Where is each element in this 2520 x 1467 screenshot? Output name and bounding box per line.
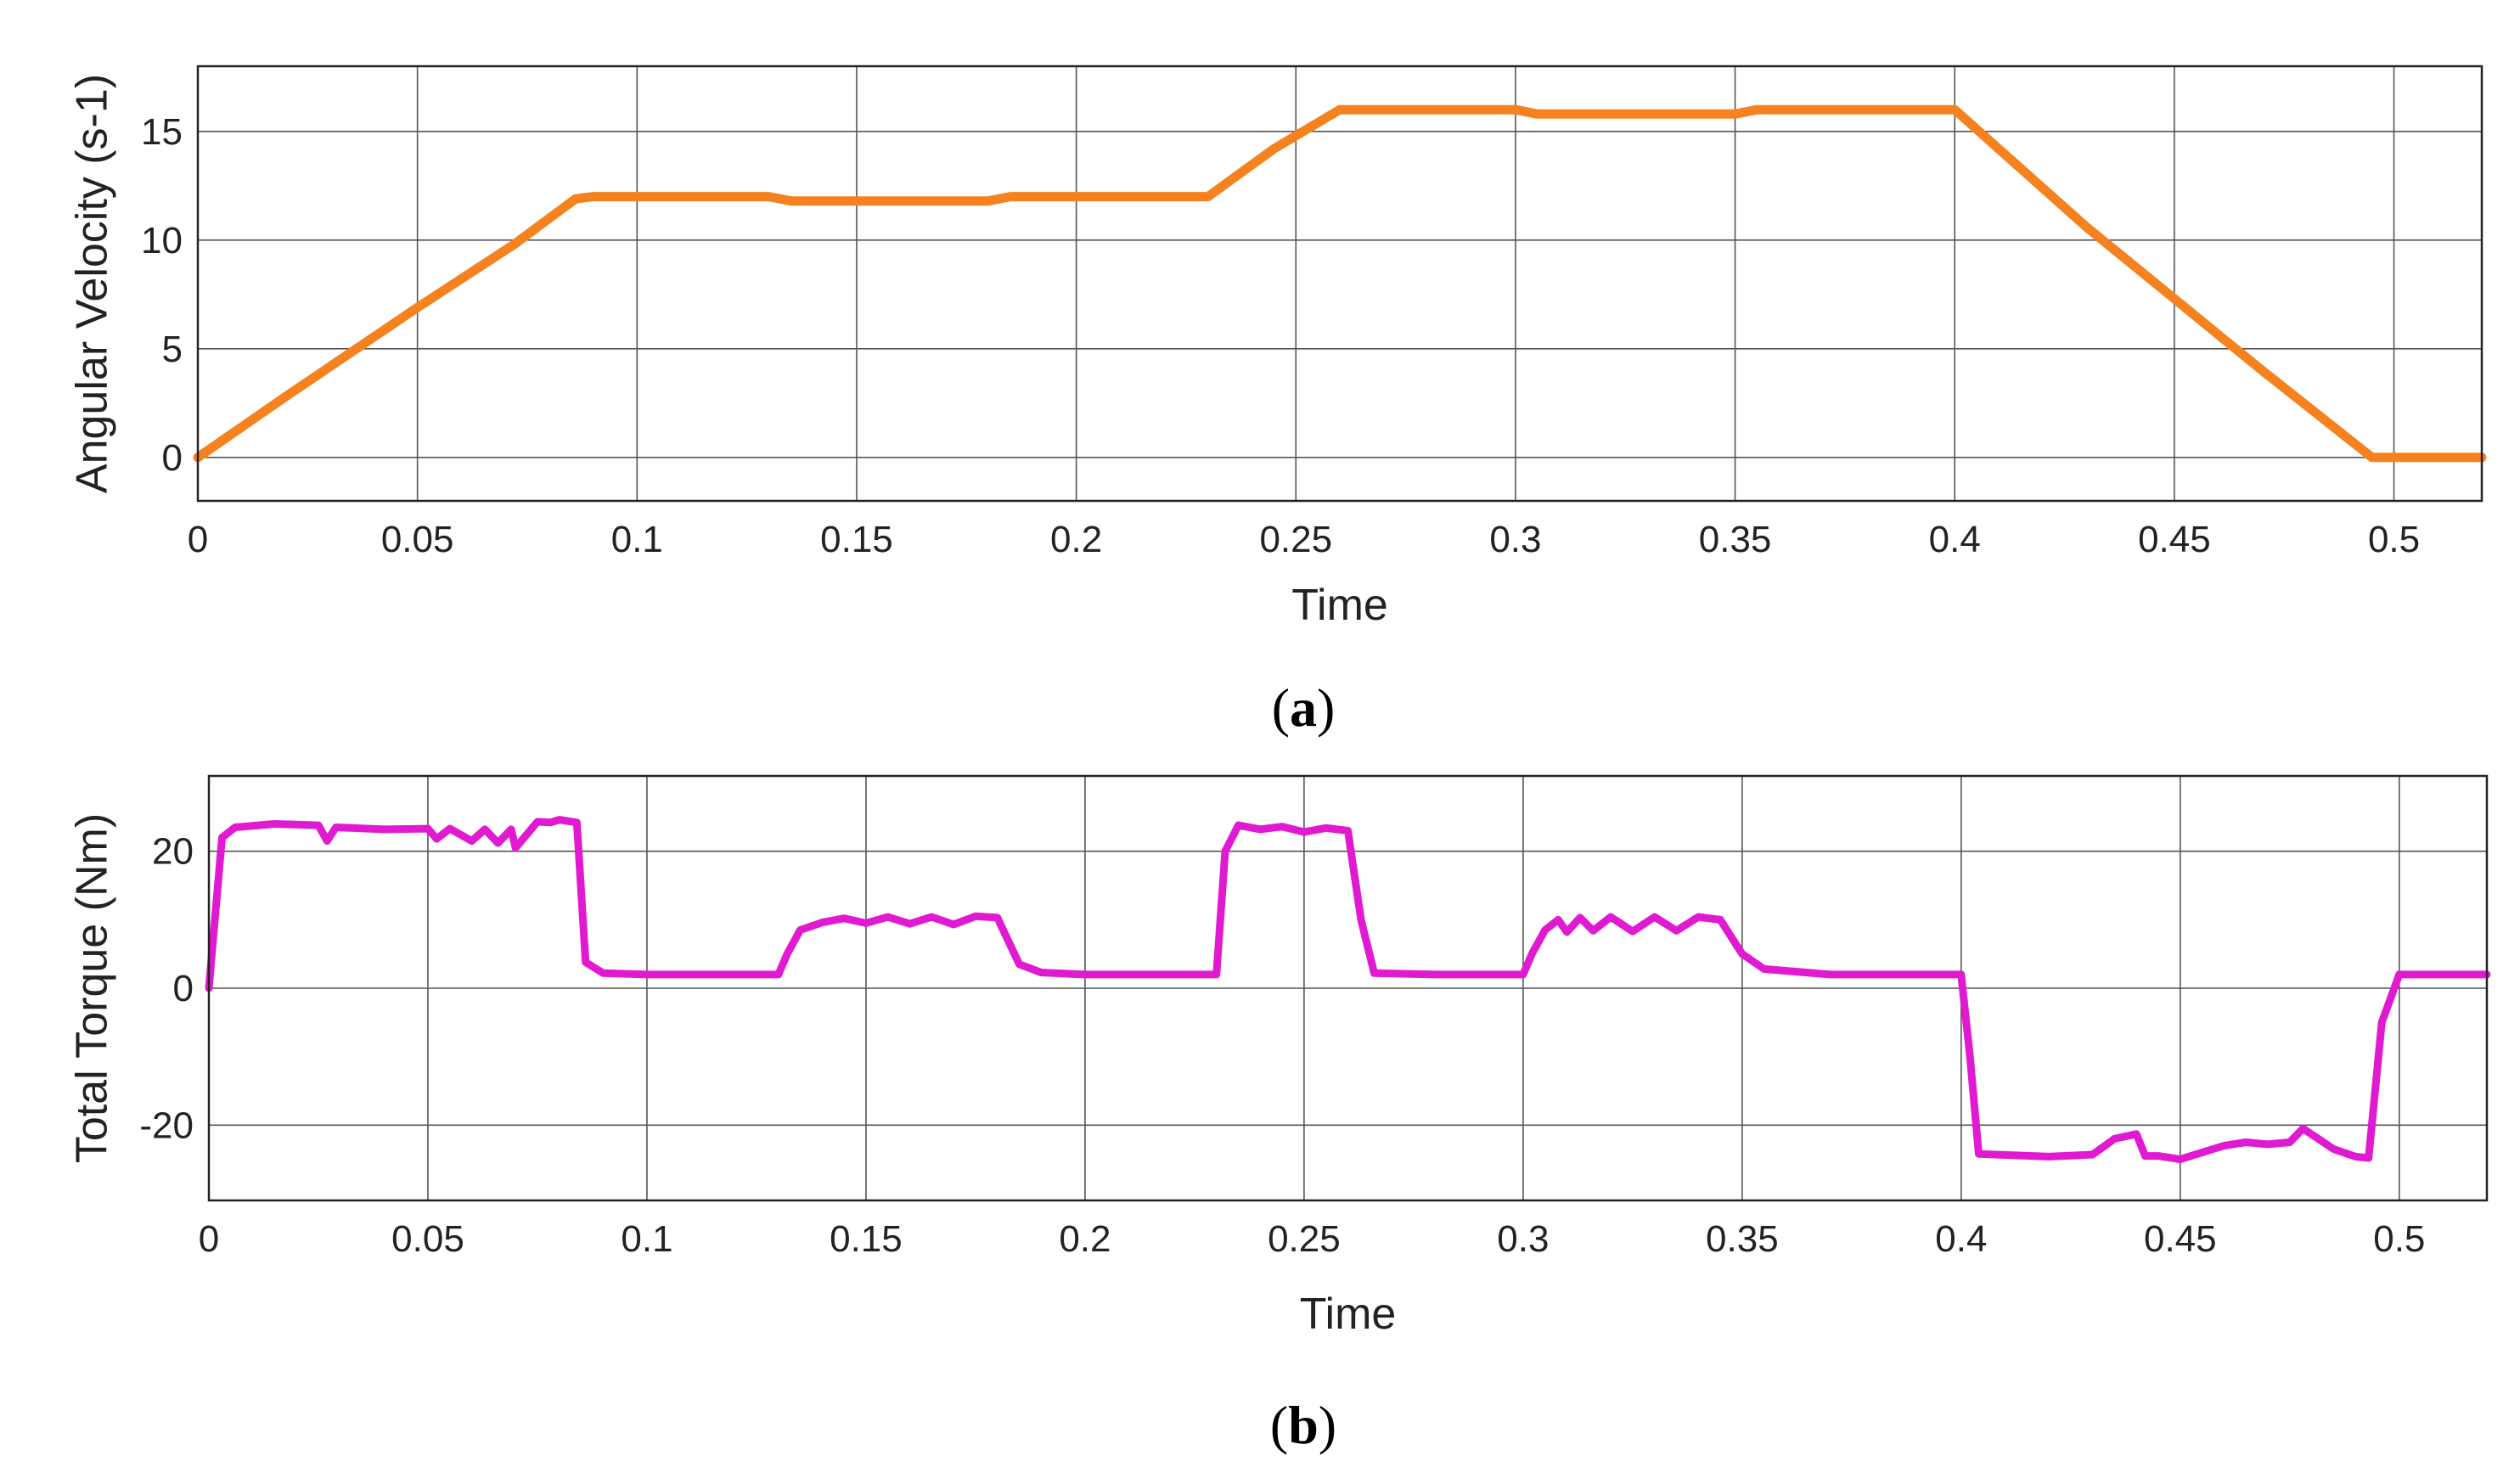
x-axis-label-a: Time (1291, 581, 1388, 630)
x-tick-label: 0.05 (391, 1218, 464, 1260)
x-tick-label: 0.2 (1059, 1218, 1111, 1260)
y-tick-label: -20 (139, 1104, 194, 1146)
x-axis-label-b: Time (1300, 1290, 1397, 1339)
chart-panel-b: 0 0.05 0.1 0.15 0.2 0.25 0.3 0.35 0.4 0.45 0.5 -20… (68, 774, 2491, 1455)
plot-frame-b (207, 774, 2489, 1202)
plot-area-a (198, 66, 2482, 501)
x-tick-label: 0.4 (1929, 519, 1981, 560)
x-tick-label: 0.05 (381, 519, 454, 560)
x-tick-label: 0.15 (820, 519, 893, 560)
y-tick-label: 0 (162, 437, 183, 479)
chart-panel-a: 0 0.05 0.1 0.15 0.2 0.25 0.3 0.35 0.4 0.45 0.5 0 5 1… (68, 65, 2487, 738)
panel-label-b-letter: b (1288, 1395, 1319, 1455)
x-tick-label: 0.3 (1497, 1218, 1549, 1260)
plot-frame-a (196, 65, 2483, 503)
x-tick-label: 0.5 (2368, 519, 2420, 560)
x-tick-labels-b: 0 0.05 0.1 0.15 0.2 0.25 0.3 0.35 0.4 0.45 0.5 (199, 1218, 2426, 1260)
y-axis-label-a: Angular Velocity (s-1) (68, 74, 117, 493)
x-tick-label: 0.4 (1935, 1218, 1987, 1260)
x-tick-label: 0.45 (2144, 1218, 2217, 1260)
series-line (193, 104, 2487, 463)
x-tick-label: 0.25 (1259, 519, 1332, 560)
x-tick-label: 0.45 (2138, 519, 2211, 560)
x-tick-labels-a: 0 0.05 0.1 0.15 0.2 0.25 0.3 0.35 0.4 0.45 0.5 (188, 519, 2420, 560)
x-tick-label: 0.25 (1268, 1218, 1341, 1260)
x-tick-label: 0.3 (1489, 519, 1541, 560)
grid-a (197, 66, 2482, 501)
series-line (205, 816, 2491, 1164)
x-tick-label: 0.35 (1706, 1218, 1779, 1260)
x-tick-label: 0.2 (1050, 519, 1102, 560)
y-tick-label: 20 (152, 831, 194, 873)
x-tick-label: 0.5 (2373, 1218, 2425, 1260)
y-tick-label: 10 (141, 220, 183, 261)
series-a (193, 104, 2487, 463)
y-tick-labels-a: 0 5 10 15 (141, 111, 183, 479)
y-tick-label: 15 (141, 111, 183, 153)
x-tick-label: 0.1 (621, 1218, 672, 1260)
y-tick-labels-b: -20 0 20 (139, 831, 194, 1147)
x-tick-label: 0.15 (830, 1218, 903, 1260)
y-tick-label: 0 (173, 968, 194, 1009)
x-tick-label: 0 (199, 1218, 219, 1260)
x-tick-label: 0.35 (1699, 519, 1772, 560)
x-tick-label: 0 (188, 519, 208, 560)
panel-label-a-letter: a (1290, 677, 1317, 738)
y-axis-label-b: Total Torque (Nm) (68, 813, 117, 1163)
series-b (205, 816, 2491, 1164)
panel-label-a: (a) (1272, 677, 1336, 738)
x-tick-label: 0.1 (611, 519, 663, 560)
y-tick-label: 5 (162, 329, 183, 370)
panel-label-b: (b) (1270, 1395, 1336, 1455)
